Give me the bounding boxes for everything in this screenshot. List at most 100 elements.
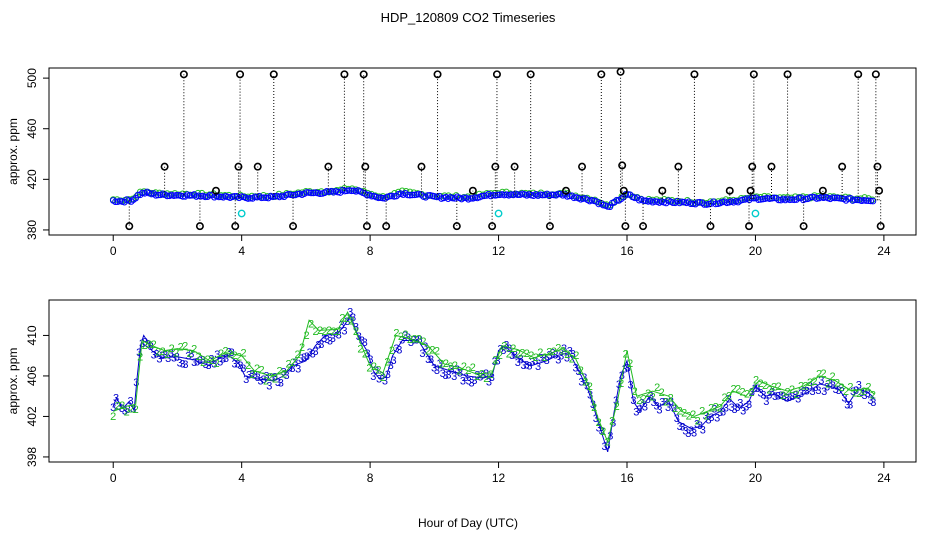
- series-marker: 3: [116, 401, 122, 413]
- series-marker: 2: [312, 326, 318, 338]
- series-marker: 2: [856, 388, 862, 400]
- plot-frame: [48, 67, 917, 236]
- series-marker: 3: [708, 412, 714, 424]
- series-marker: 3: [217, 357, 223, 369]
- series-marker: 3: [237, 360, 243, 372]
- cyan-point: [237, 209, 246, 218]
- y-tick-label: 406: [25, 366, 39, 386]
- series-marker: 2: [461, 361, 467, 373]
- series-marker: 3: [474, 369, 480, 381]
- series-marker: 3: [359, 335, 365, 347]
- series-marker: 2: [465, 365, 471, 377]
- trace-point: [294, 190, 301, 198]
- series-marker: 2: [834, 377, 840, 389]
- x-tick-label: 0: [110, 244, 117, 258]
- series-marker: 3: [269, 372, 275, 384]
- series-marker: 3: [821, 386, 827, 398]
- series-marker: 3: [255, 372, 261, 384]
- series-marker: 2: [780, 390, 786, 402]
- series-marker: 3: [168, 348, 174, 360]
- calibration-point: [618, 161, 627, 170]
- series-marker: 3: [830, 380, 836, 392]
- series-marker: 2: [146, 339, 152, 351]
- series-marker: 2: [641, 393, 647, 405]
- series-marker: 3: [182, 359, 188, 371]
- series-marker: 3: [795, 394, 801, 406]
- series-marker: 3: [142, 337, 148, 349]
- series-marker: 2: [645, 388, 651, 400]
- series-marker: 2: [115, 401, 121, 413]
- series-marker: 3: [336, 330, 342, 342]
- calibration-point: [269, 70, 278, 79]
- series-marker: 3: [659, 396, 665, 408]
- series-marker: 2: [843, 386, 849, 398]
- series-marker: 3: [859, 387, 865, 399]
- series-marker: 3: [177, 358, 183, 370]
- series-marker: 3: [590, 399, 596, 411]
- series-marker: 3: [512, 349, 518, 361]
- series-marker: 3: [833, 384, 839, 396]
- series-marker: 3: [772, 391, 778, 403]
- series-marker: 2: [578, 365, 584, 377]
- trace-point: [406, 191, 414, 199]
- calibration-point: [658, 186, 667, 195]
- series-marker: 2: [829, 371, 835, 383]
- series-marker: 2: [870, 390, 876, 402]
- series-marker: 3: [870, 397, 876, 409]
- series-marker: 3: [841, 393, 847, 405]
- calibration-point: [871, 70, 880, 79]
- series-marker: 2: [650, 392, 656, 404]
- series-marker: 3: [445, 370, 451, 382]
- series-marker: 2: [259, 364, 265, 376]
- series-marker: 2: [672, 403, 678, 415]
- series-marker: 3: [281, 367, 287, 379]
- calibration-point: [236, 70, 245, 79]
- series-marker: 3: [206, 360, 212, 372]
- trace-point: [152, 192, 160, 199]
- trace-point: [786, 196, 794, 204]
- series-marker: 3: [301, 352, 307, 364]
- series-marker: 3: [249, 369, 255, 381]
- calibration-point: [838, 162, 847, 171]
- series-marker: 2: [506, 348, 512, 360]
- series-marker: 2: [591, 402, 597, 414]
- series-marker: 2: [142, 340, 148, 352]
- series-marker: 3: [705, 414, 711, 426]
- trace-point: [507, 191, 515, 198]
- series-marker: 3: [353, 321, 359, 333]
- series-marker: 2: [515, 349, 521, 361]
- series-marker: 3: [289, 363, 295, 375]
- series-marker: 3: [827, 378, 833, 390]
- series-marker: 2: [564, 349, 570, 361]
- series-marker: 3: [538, 353, 544, 365]
- series-marker: 3: [495, 355, 501, 367]
- trace-point: [170, 192, 178, 199]
- trace-point: [539, 191, 546, 199]
- series-marker: 2: [290, 357, 296, 369]
- trace-point: [514, 191, 522, 199]
- trace-point: [739, 196, 746, 204]
- series-marker: 2: [807, 377, 813, 389]
- series-marker: 3: [671, 403, 677, 415]
- series-marker: 3: [688, 425, 694, 437]
- calibration-point: [510, 162, 519, 171]
- series-marker: 3: [396, 344, 402, 356]
- series-marker: 2: [227, 348, 233, 360]
- series-marker: 2: [636, 395, 642, 407]
- series-marker: 3: [625, 363, 631, 375]
- trace-point: [471, 194, 479, 201]
- trace-point: [345, 187, 353, 194]
- trace-point: [172, 192, 180, 199]
- series-marker: 3: [844, 399, 850, 411]
- series-marker: 3: [610, 418, 616, 430]
- series-marker: 3: [544, 355, 550, 367]
- top-panel: 0 4 8 12 16 20 24 380 420 460 500 approx. ppm: [6, 67, 917, 258]
- series-marker: 3: [220, 354, 226, 366]
- series-marker: 2: [681, 408, 687, 420]
- series-marker: 3: [460, 375, 466, 387]
- series-marker: 3: [567, 345, 573, 357]
- series-marker: 3: [312, 346, 318, 358]
- series-marker: 3: [379, 371, 385, 383]
- x-tick-label: 8: [367, 244, 374, 258]
- series-marker: 3: [616, 379, 622, 391]
